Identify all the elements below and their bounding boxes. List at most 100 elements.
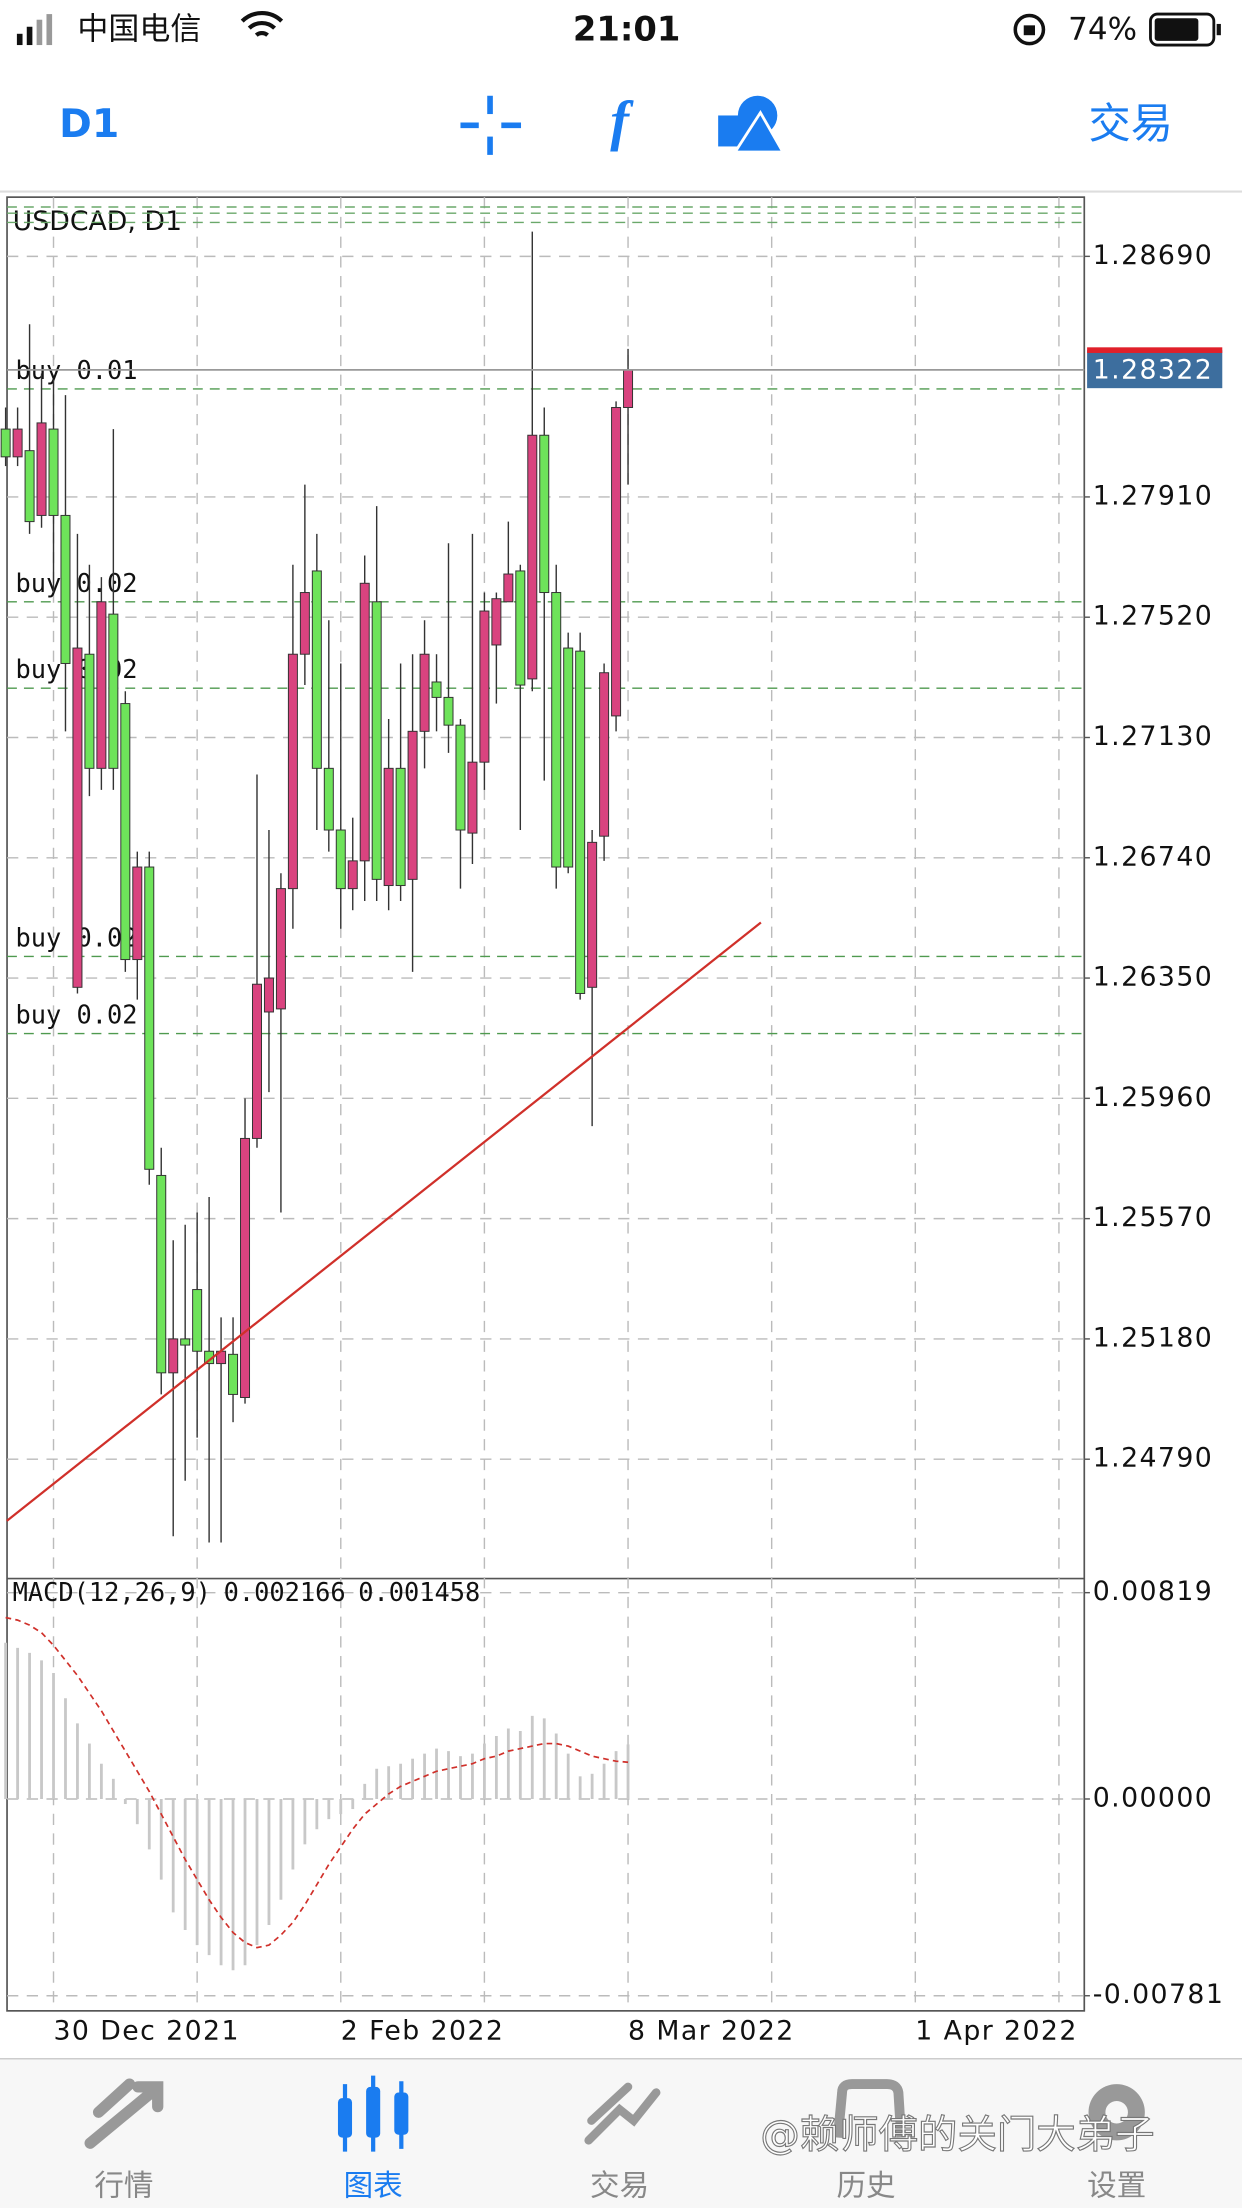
tab-bar: 行情 图表 交易 历史 设置 @赖师傅的关门大弟子: [0, 2058, 1242, 2208]
candle-body: [455, 724, 466, 831]
toolbar: D1 f 交易: [0, 91, 1242, 193]
y-tick-label: -0.00781: [1093, 1979, 1225, 2010]
y-tick-label: 0.00819: [1093, 1576, 1213, 1607]
candle-body: [371, 601, 382, 880]
candle-body: [587, 841, 598, 988]
candle-body: [228, 1353, 239, 1395]
candle-body: [108, 613, 119, 769]
signal-line: [5, 1616, 629, 1949]
candle-body: [24, 450, 35, 523]
candle-body: [275, 888, 286, 1010]
candle-body: [299, 592, 310, 655]
y-tick-label: 1.25960: [1093, 1082, 1213, 1113]
clock: 21:01: [573, 9, 681, 48]
candle-body: [359, 582, 370, 862]
x-tick-label: 2 Feb 2022: [341, 2015, 505, 2046]
candle-body: [503, 573, 514, 603]
candle-body: [527, 434, 538, 680]
candle-body: [156, 1174, 167, 1374]
candle-body: [575, 650, 586, 994]
y-tick-label: 1.25570: [1093, 1202, 1213, 1233]
candle-body: [180, 1338, 191, 1346]
candle-body: [395, 767, 406, 887]
tab-label[interactable]: 设置: [1087, 2168, 1146, 2202]
candle-body: [623, 369, 634, 408]
candle-body: [240, 1137, 251, 1399]
candle-body: [443, 696, 454, 726]
candle-body: [539, 434, 550, 594]
candle-body: [84, 653, 95, 769]
y-tick-label: 1.25180: [1093, 1322, 1213, 1353]
candle-body: [419, 653, 430, 732]
candle-body: [335, 829, 346, 890]
tab-label[interactable]: 交易: [590, 2168, 649, 2202]
order-label: buy 0.02: [15, 568, 137, 598]
candle-body: [263, 977, 274, 1013]
candle-body: [96, 601, 107, 769]
candle-body: [60, 514, 71, 664]
carrier: 中国电信: [77, 11, 201, 47]
indicator-value: 0.002166: [224, 1577, 346, 1607]
candle-body: [287, 653, 298, 890]
y-tick-label: 1.28690: [1093, 240, 1213, 271]
trade-button[interactable]: 交易: [1089, 99, 1173, 148]
y-tick-label: 1.27130: [1093, 721, 1213, 752]
candle-body: [551, 592, 562, 868]
y-tick-label: 1.24790: [1093, 1443, 1213, 1474]
x-tick-label: 1 Apr 2022: [915, 2015, 1077, 2046]
candle-body: [563, 647, 574, 868]
candle-body: [0, 428, 11, 458]
candle-body: [168, 1338, 179, 1374]
candle-body: [407, 730, 418, 880]
candle-body: [72, 647, 83, 988]
indicators-button[interactable]: f: [610, 91, 634, 153]
indicator-value: 0.001458: [358, 1577, 480, 1607]
candle-body: [251, 983, 262, 1139]
crosshair-button[interactable]: [460, 95, 522, 155]
candle-body: [192, 1289, 203, 1352]
candle-body: [611, 406, 622, 717]
x-tick-label: 8 Mar 2022: [628, 2015, 795, 2046]
timeframe-button[interactable]: D1: [59, 101, 119, 147]
plot: 1.28690 1.27910 1.27520 1.27130 1.26740 1.263…: [0, 197, 1225, 2046]
battery-text: 74%: [1068, 11, 1137, 47]
chart-frame: [6, 196, 1086, 2012]
candle-body: [12, 428, 23, 458]
y-tick-label: 1.26740: [1093, 841, 1213, 872]
price-tag-label: 1.28322: [1093, 355, 1213, 386]
watermark: @赖师傅的关门大弟子: [760, 2112, 1154, 2158]
y-tick-label: 1.26350: [1093, 962, 1213, 993]
indicator-title: MACD(12,26,9) 0.002166 0.001458: [13, 1577, 481, 1607]
y-tick-label: 0.00000: [1093, 1782, 1213, 1813]
candle-body: [347, 860, 358, 890]
candle-body: [323, 767, 334, 831]
chart-title: USDCAD, D1: [13, 206, 182, 237]
objects-button[interactable]: [718, 95, 786, 154]
candle-body: [491, 598, 502, 646]
price-tag: [1087, 350, 1223, 389]
order-label: buy 0.02: [15, 1000, 137, 1030]
tab-label[interactable]: 图表: [344, 2168, 403, 2202]
x-tick-label: 30 Dec 2021: [54, 2015, 240, 2046]
candle-body: [132, 866, 143, 961]
candle-body: [36, 422, 47, 516]
candle-body: [144, 866, 155, 1170]
candle-body: [48, 428, 59, 516]
candle-body: [515, 570, 526, 686]
tab-label[interactable]: 行情: [94, 2168, 153, 2202]
tab-label[interactable]: 历史: [836, 2168, 895, 2202]
status-bar: 中国电信 21:01 74%: [16, 9, 1221, 48]
y-tick-label: 1.27520: [1093, 601, 1213, 632]
candle-body: [479, 610, 490, 763]
candle-body: [383, 767, 394, 887]
indicator-value: MACD(12,26,9): [13, 1577, 211, 1607]
candle-body: [467, 761, 478, 834]
candle-body: [120, 703, 131, 961]
candle-body: [311, 570, 322, 769]
candle-body: [599, 672, 610, 837]
candle-body: [431, 681, 442, 698]
y-tick-label: 1.27910: [1093, 480, 1213, 511]
